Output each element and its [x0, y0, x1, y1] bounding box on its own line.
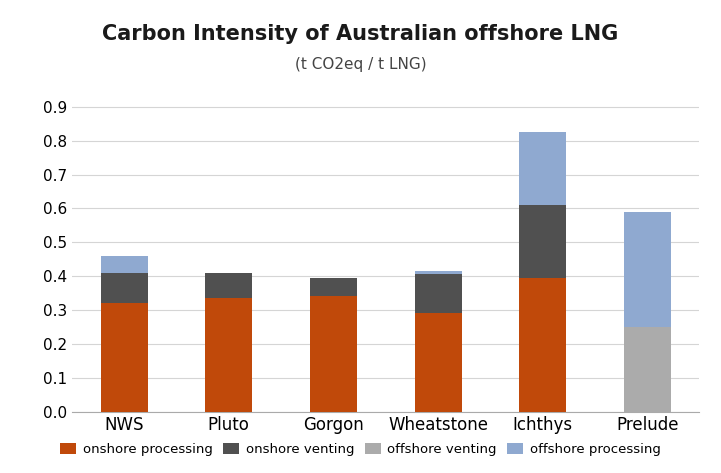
- Bar: [310, 297, 357, 412]
- Bar: [310, 278, 357, 297]
- Legend: onshore processing, onshore venting, offshore venting, offshore processing: onshore processing, onshore venting, off…: [55, 438, 666, 462]
- Bar: [624, 212, 671, 327]
- Bar: [415, 313, 461, 412]
- Bar: [415, 274, 461, 313]
- Bar: [101, 256, 148, 273]
- Text: (t CO2eq / t LNG): (t CO2eq / t LNG): [295, 57, 426, 72]
- Bar: [519, 205, 566, 278]
- Bar: [519, 132, 566, 205]
- Bar: [205, 273, 252, 298]
- Bar: [101, 303, 148, 412]
- Bar: [519, 278, 566, 412]
- Text: Carbon Intensity of Australian offshore LNG: Carbon Intensity of Australian offshore …: [102, 24, 619, 44]
- Bar: [101, 273, 148, 303]
- Bar: [205, 298, 252, 412]
- Bar: [624, 327, 671, 412]
- Bar: [415, 271, 461, 274]
